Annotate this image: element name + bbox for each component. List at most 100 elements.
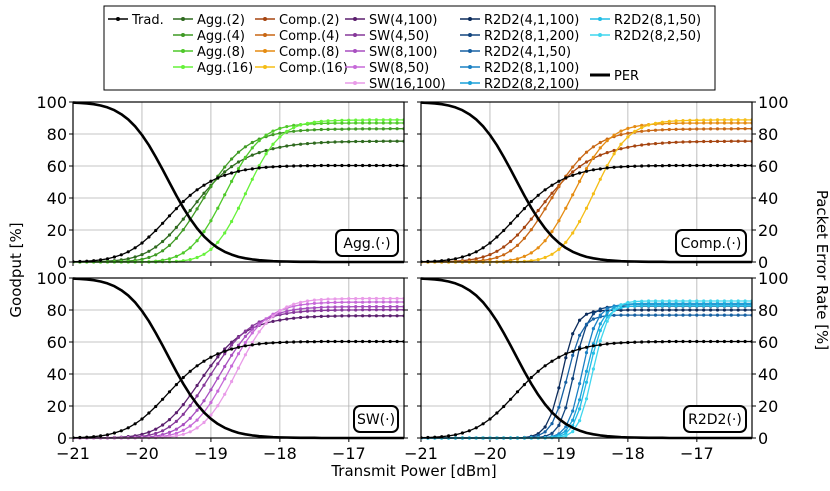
data-point [640,129,644,133]
trad-point [292,164,296,168]
data-point [202,420,206,425]
trad-point [695,339,699,344]
data-point [271,314,275,318]
trad-point [174,207,178,211]
data-point [681,127,685,131]
data-point [347,308,351,312]
data-point [515,243,520,247]
data-point [619,129,623,133]
data-point [299,123,303,127]
data-point [278,135,282,139]
trad-point [564,176,568,180]
data-point [367,139,372,143]
data-point [167,418,172,422]
data-point [188,430,192,434]
trad-point [605,342,609,346]
panel-label-box [675,229,747,257]
data-point [195,207,199,211]
data-point [367,127,372,131]
legend-label: Comp.(4) [279,29,340,44]
trad-point [709,163,713,168]
data-point [236,206,241,210]
panel-label-box [335,229,399,257]
trad-point [285,340,289,344]
data-point [674,121,678,125]
data-point [223,231,227,235]
trad-point [626,340,630,345]
data-point [674,299,678,303]
data-point [584,167,589,171]
trad-point [729,339,733,344]
data-point [388,305,392,309]
trad-point [285,164,289,168]
legend-label: PER [614,69,639,84]
data-point [702,299,706,303]
legend-marker [181,33,185,37]
data-point [319,298,323,302]
data-point [667,119,671,123]
data-point [181,423,185,427]
trad-series [73,339,404,440]
data-point [743,308,747,312]
data-point [715,118,720,122]
trad-point [529,199,533,204]
y-tick-label: 0 [57,429,67,448]
data-point [688,308,692,312]
data-point [702,121,706,125]
data-point [653,313,658,317]
data-point [174,419,178,423]
data-point [236,366,241,370]
data-point [292,310,296,314]
data-point [395,308,399,312]
data-point [709,139,713,144]
data-point [374,139,378,143]
trad-point [347,339,351,344]
data-point [388,139,392,143]
data-point [181,251,185,255]
data-point [578,157,582,161]
data-point [354,314,358,318]
trad-point [264,341,268,345]
trad-point [584,345,589,349]
legend-marker [263,33,267,37]
data-point [578,333,582,337]
data-point [543,425,547,429]
data-point [354,127,358,131]
y-tick-label: 20 [47,221,67,240]
trad-point [557,179,561,183]
legend-marker [181,65,185,69]
data-point [181,428,185,432]
trad-point [147,235,151,239]
trad-point [502,228,506,233]
data-point [326,305,330,309]
data-point [278,145,282,149]
legend-marker [468,65,472,69]
legend-entry: Trad. [108,13,164,28]
data-point [181,432,185,436]
trad-point [223,173,227,177]
y-tick-label: 100 [36,93,67,112]
data-point [223,170,227,174]
data-point [299,303,303,307]
data-point [319,141,323,145]
data-point [257,164,261,168]
trad-point [312,340,316,344]
data-point [688,301,692,305]
data-point [333,300,337,305]
data-point [230,219,234,224]
data-point [223,364,227,369]
trad-point [340,339,344,344]
data-point [722,304,727,308]
data-point [681,301,685,305]
data-point [660,313,665,317]
data-point [571,353,575,357]
trad-point [715,163,720,168]
trad-point [361,339,365,344]
data-point [340,305,344,309]
data-point [230,343,234,347]
legend-label: Comp.(8) [279,45,340,60]
trad-point [381,339,385,344]
data-point [612,148,616,153]
data-point [647,142,651,146]
data-point [285,144,289,148]
